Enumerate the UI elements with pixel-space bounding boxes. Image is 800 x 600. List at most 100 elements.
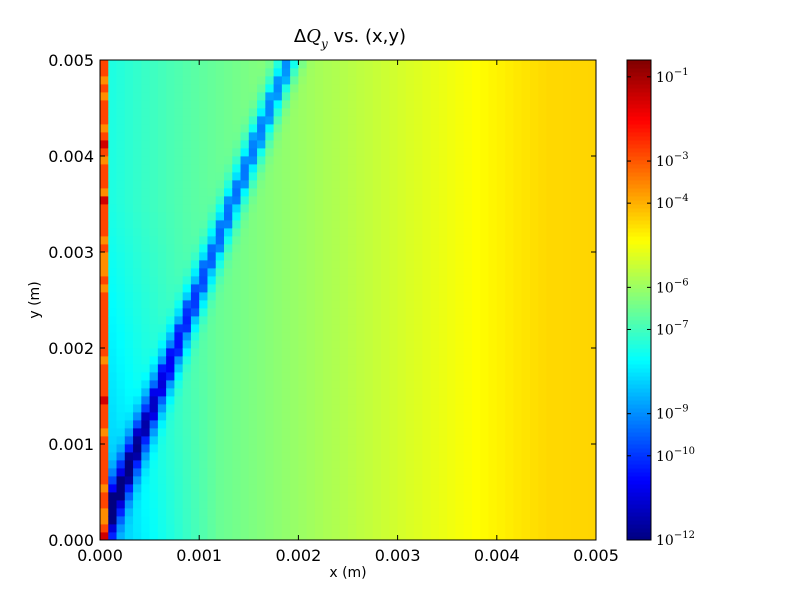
heatmap-cell: [414, 332, 423, 341]
heatmap-cell: [240, 244, 250, 253]
heatmap-cell: [587, 116, 597, 125]
heatmap-cell: [273, 372, 283, 381]
heatmap-cell: [422, 196, 432, 205]
heatmap-cell: [290, 124, 299, 133]
heatmap-cell: [463, 76, 473, 85]
heatmap-cell: [149, 276, 159, 285]
heatmap-cell: [364, 404, 374, 413]
heatmap-cell: [149, 148, 159, 157]
heatmap-cell: [207, 204, 217, 213]
heatmap-cell: [356, 396, 365, 405]
heatmap-cell: [430, 276, 440, 285]
heatmap-cell: [224, 260, 233, 269]
heatmap-cell: [199, 148, 208, 157]
heatmap-cell: [207, 260, 217, 269]
heatmap-cell: [422, 84, 432, 93]
heatmap-cell: [331, 292, 341, 301]
heatmap-cell: [562, 316, 572, 325]
heatmap-cell: [488, 364, 498, 373]
heatmap-cell: [546, 516, 556, 525]
heatmap-cell: [141, 172, 150, 181]
heatmap-cell: [488, 500, 498, 509]
heatmap-cell: [331, 524, 341, 533]
heatmap-cell: [314, 332, 324, 341]
heatmap-cell: [546, 292, 556, 301]
colorbar-segment: [627, 248, 651, 253]
heatmap-cell: [455, 228, 465, 237]
colorbar-segment: [627, 136, 651, 141]
heatmap-cell: [513, 196, 522, 205]
heatmap-cell: [381, 252, 390, 261]
heatmap-cell: [273, 396, 283, 405]
heatmap-cell: [224, 276, 233, 285]
heatmap-cell: [372, 500, 382, 509]
heatmap-cell: [488, 428, 498, 437]
heatmap-cell: [240, 452, 250, 461]
heatmap-cell: [430, 180, 440, 189]
heatmap-cell: [463, 212, 473, 221]
heatmap-cell: [538, 332, 547, 341]
heatmap-cell: [199, 196, 208, 205]
heatmap-cell: [356, 492, 365, 501]
heatmap-cell: [496, 468, 506, 477]
heatmap-cell: [472, 260, 481, 269]
heatmap-cell: [430, 172, 440, 181]
heatmap-cell: [298, 444, 308, 453]
heatmap-cell: [348, 260, 357, 269]
heatmap-cell: [265, 84, 274, 93]
heatmap-cell: [108, 108, 117, 117]
heatmap-cell: [579, 92, 589, 101]
heatmap-cell: [224, 268, 233, 277]
heatmap-cell: [232, 220, 241, 229]
heatmap-cell: [381, 524, 390, 533]
heatmap-cell: [463, 260, 473, 269]
heatmap-cell: [116, 484, 126, 493]
heatmap-cell: [166, 156, 175, 165]
heatmap-cell: [480, 100, 489, 109]
heatmap-cell: [232, 428, 241, 437]
heatmap-cell: [339, 428, 349, 437]
heatmap-cell: [372, 316, 382, 325]
heatmap-cell: [133, 468, 142, 477]
heatmap-cell: [447, 292, 456, 301]
heatmap-cell: [422, 484, 432, 493]
heatmap-cell: [480, 332, 489, 341]
heatmap-cell: [257, 468, 266, 477]
heatmap-cell: [405, 196, 415, 205]
heatmap-cell: [124, 84, 134, 93]
heatmap-cell: [447, 444, 456, 453]
heatmap-cell: [339, 332, 349, 341]
heatmap-cell: [546, 356, 556, 365]
heatmap-cell: [339, 316, 349, 325]
heatmap-cell: [422, 244, 432, 253]
heatmap-cell: [505, 188, 514, 197]
heatmap-cell: [149, 308, 159, 317]
heatmap-cell: [496, 372, 506, 381]
heatmap-cell: [190, 172, 200, 181]
colorbar-segment: [627, 408, 651, 413]
heatmap-cell: [257, 316, 266, 325]
heatmap-cell: [323, 228, 332, 237]
heatmap-cell: [356, 332, 365, 341]
heatmap-cell: [513, 100, 522, 109]
heatmap-cell: [405, 124, 415, 133]
heatmap-cell: [199, 308, 208, 317]
heatmap-cell: [505, 508, 514, 517]
heatmap-cell: [389, 492, 398, 501]
heatmap-cell: [372, 532, 382, 541]
heatmap-cell: [521, 108, 531, 117]
heatmap-cell: [290, 444, 299, 453]
heatmap-cell: [397, 276, 407, 285]
heatmap-cell: [389, 340, 398, 349]
heatmap-cell: [562, 276, 572, 285]
heatmap-cell: [480, 188, 489, 197]
colorbar-segment: [627, 344, 651, 349]
heatmap-cell: [100, 444, 109, 453]
heatmap-cell: [306, 260, 316, 269]
heatmap-cell: [314, 124, 324, 133]
heatmap-cell: [422, 108, 432, 117]
heatmap-cell: [538, 76, 547, 85]
heatmap-cell: [579, 132, 589, 141]
heatmap-cell: [182, 332, 192, 341]
heatmap-cell: [521, 228, 531, 237]
